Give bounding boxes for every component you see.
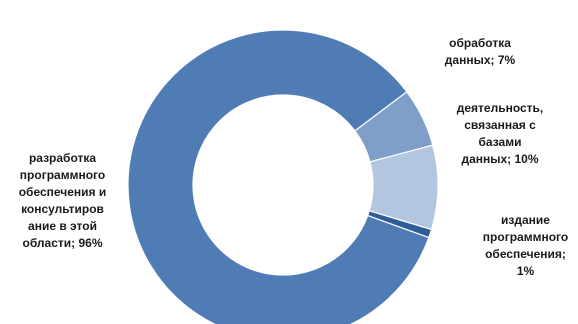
label-database-activity: деятельность, связанная с базами данных;… [456, 101, 544, 166]
donut-slice-3 [127, 29, 430, 324]
label-software-publishing: издание программного обеспечения; 1% [482, 213, 569, 278]
label-data-processing: обработка данных; 7% [444, 36, 516, 67]
label-software-development: разработка программного обеспечения и ко… [18, 151, 107, 250]
